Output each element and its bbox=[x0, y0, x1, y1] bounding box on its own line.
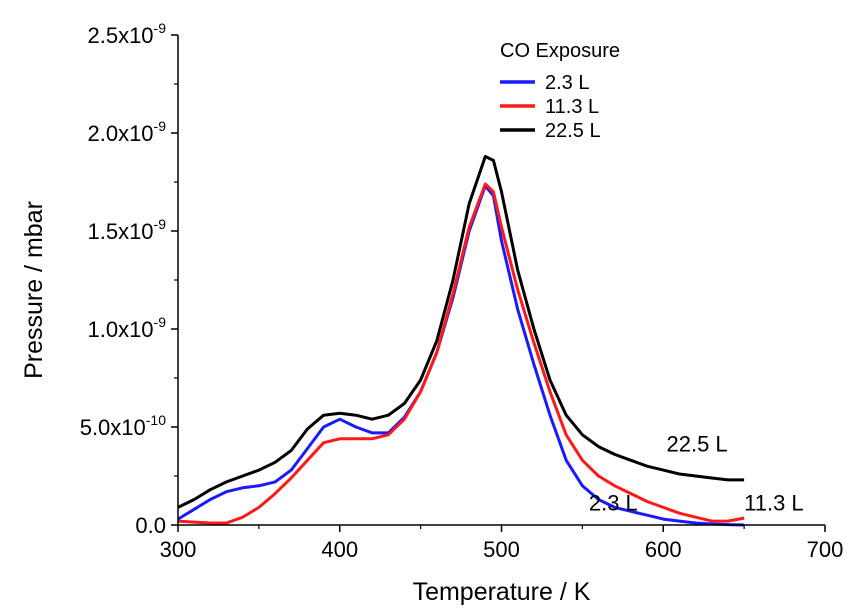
legend-entry-label: 2.3 L bbox=[545, 72, 589, 94]
x-axis-title: Temperature / K bbox=[413, 578, 591, 606]
y-tick-label: 2.5x10-9 bbox=[87, 20, 166, 48]
x-tick-label: 400 bbox=[321, 537, 358, 562]
x-tick-label: 700 bbox=[807, 537, 844, 562]
plot-area bbox=[177, 155, 745, 527]
x-tick-label: 500 bbox=[483, 537, 520, 562]
x-tick-label: 600 bbox=[645, 537, 682, 562]
legend-title: CO Exposure bbox=[500, 40, 620, 62]
curve-label: 2.3 L bbox=[589, 490, 638, 515]
y-axis-title: Pressure / mbar bbox=[20, 201, 48, 379]
series-line-11-3-l bbox=[177, 182, 745, 525]
x-axis-ticks: 300 400 500 600 700 bbox=[160, 525, 844, 562]
y-tick-label: 1.0x10-9 bbox=[87, 314, 166, 342]
curve-annotations: 2.3 L 11.3 L 22.5 L bbox=[589, 432, 804, 516]
legend: CO Exposure 2.3 L11.3 L22.5 L bbox=[500, 40, 620, 142]
legend-entry-label: 22.5 L bbox=[545, 120, 601, 142]
curve-label: 11.3 L bbox=[744, 490, 804, 515]
legend-entry-label: 11.3 L bbox=[545, 96, 599, 118]
y-tick-label: 1.5x10-9 bbox=[87, 216, 166, 244]
y-tick-label: 0.0 bbox=[135, 513, 166, 538]
y-axis-ticks: 0.0 5.0x10-10 1.0x10-9 1.5x10-9 2.0x10-9 2.5x… bbox=[80, 20, 178, 538]
curve-label: 22.5 L bbox=[666, 432, 727, 457]
y-tick-label: 5.0x10-10 bbox=[80, 412, 167, 440]
series-line-22-5-l bbox=[177, 155, 745, 509]
x-tick-label: 300 bbox=[160, 537, 197, 562]
y-tick-label: 2.0x10-9 bbox=[87, 118, 166, 146]
